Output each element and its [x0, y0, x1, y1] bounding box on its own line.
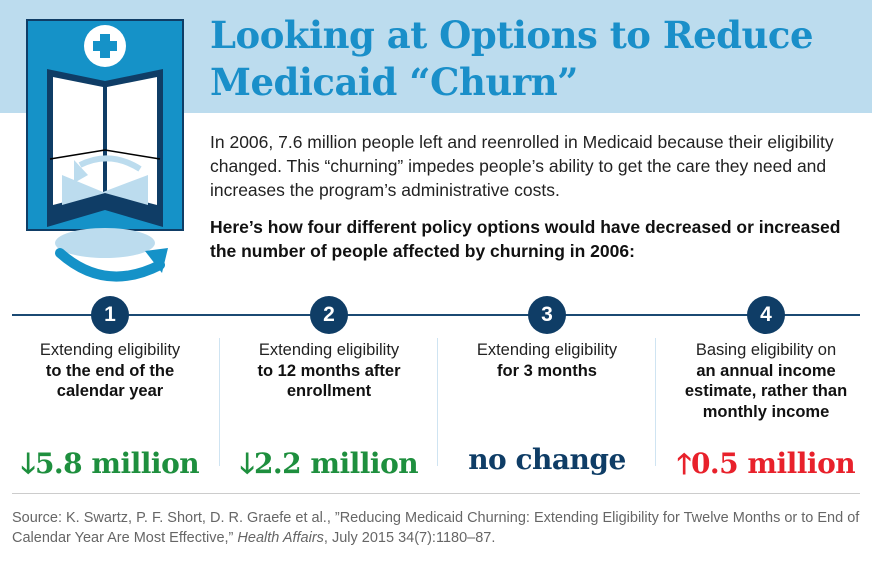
option-1: 1 Extending eligibility to the end of the… [1, 296, 219, 491]
source-citation: Source: K. Swartz, P. F. Short, D. R. Gr… [12, 508, 862, 548]
desc-bold: for 3 months [497, 361, 597, 380]
title-line-1: Looking at Options to Reduce [210, 13, 814, 57]
footer-divider [12, 493, 860, 494]
source-details: , July 2015 34(7):1180–87. [323, 530, 496, 546]
column-divider [437, 338, 438, 466]
intro-paragraph: In 2006, 7.6 million people left and ree… [210, 132, 834, 200]
desc-regular: Extending eligibility [39, 341, 181, 359]
option-description: Extending eligibility to the end of the c… [12, 340, 208, 435]
desc-bold: to the end of the calendar year [45, 361, 175, 401]
source-text: Source: K. Swartz, P. F. Short, D. R. Gr… [12, 510, 860, 546]
column-divider [219, 338, 220, 466]
option-number: 3 [528, 296, 566, 334]
column-divider [655, 338, 656, 466]
value-text: 2.2 million [253, 447, 419, 480]
title-line-2: Medicaid “Churn” [210, 60, 578, 104]
value-text: 0.5 million [690, 447, 856, 480]
desc-regular: Extending eligibility [476, 341, 618, 359]
option-value: 🡑0.5 million [657, 443, 872, 491]
option-description: Extending eligibility for 3 months [449, 340, 645, 435]
option-number: 4 [747, 296, 785, 334]
desc-regular: Basing eligibility on [695, 341, 837, 359]
option-value: 🡓2.2 million [220, 443, 438, 491]
option-value: no change [468, 443, 626, 476]
option-number: 1 [91, 296, 129, 334]
arrow-up-icon: 🡑 [676, 447, 692, 480]
timeline-line [12, 314, 860, 316]
arrow-down-icon: 🡓 [20, 447, 36, 480]
desc-bold: an annual income estimate, rather than m… [684, 361, 848, 421]
option-number: 2 [310, 296, 348, 334]
option-description: Basing eligibility on an annual income es… [671, 340, 861, 435]
lead-paragraph: Here’s how four different policy options… [210, 217, 841, 261]
option-2: 2 Extending eligibility to 12 months afte… [220, 296, 438, 491]
desc-bold: to 12 months after enrollment [257, 361, 401, 401]
page-title: Looking at Options to Reduce Medicaid “C… [210, 12, 814, 106]
revolving-door-icon [26, 19, 184, 282]
option-description: Extending eligibility to 12 months after … [237, 340, 422, 435]
desc-regular: Extending eligibility [258, 341, 400, 359]
option-value: 🡓5.8 million [1, 443, 219, 491]
arrow-down-icon: 🡓 [239, 447, 255, 480]
source-journal: Health Affairs [237, 530, 324, 546]
option-3: 3 Extending eligibility for 3 months no c… [438, 296, 656, 476]
option-4: 4 Basing eligibility on an annual income … [657, 296, 872, 491]
value-text: 5.8 million [34, 447, 200, 480]
